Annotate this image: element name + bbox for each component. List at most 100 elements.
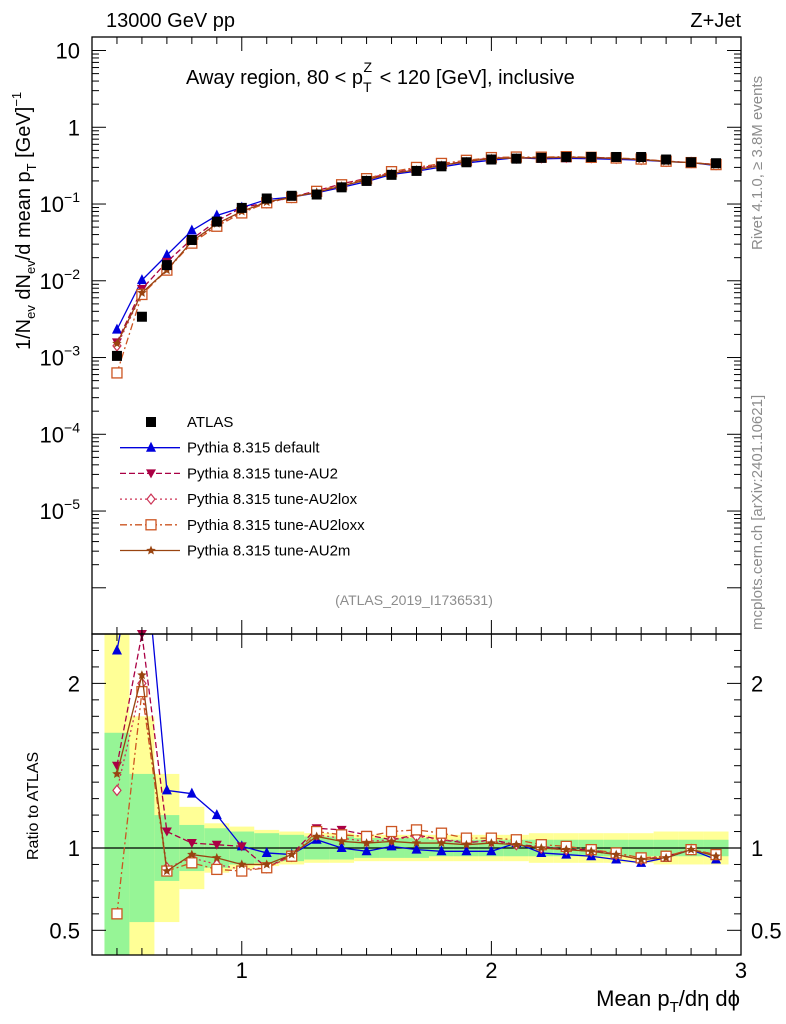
reference-point: [261, 193, 272, 204]
legend-marker: [146, 545, 156, 555]
y-tick-label: 1: [68, 115, 80, 140]
legend-label: Pythia 8.315 tune-AU2: [187, 465, 338, 482]
y-tick-label: 10: [56, 39, 80, 64]
series-ratio-point: [161, 784, 172, 795]
series-point: [111, 367, 123, 379]
series-ratio-point: [237, 859, 247, 869]
series-ratio-point: [161, 827, 172, 837]
series-ratio-point: [336, 842, 347, 852]
series-ratio-point: [186, 787, 197, 798]
main-y-axis-label: 1/Nev dNev/d mean pT [GeV]−1: [9, 92, 39, 350]
reference-point: [461, 157, 472, 168]
rivet-version-label: Rivet 4.1.0, ≥ 3.8M events: [749, 76, 766, 250]
series-ratio-point: [336, 836, 347, 846]
series-ratio-point: [536, 843, 547, 852]
legend-entry: Pythia 8.315 tune-AU2loxx: [120, 517, 365, 534]
reference-point: [611, 151, 622, 162]
series-ratio-point: [385, 825, 398, 838]
reference-point: [636, 151, 647, 162]
legend-entry: Pythia 8.315 tune-AU2m: [120, 543, 350, 560]
reference-point: [511, 153, 522, 164]
reference-point: [686, 157, 697, 168]
series-ratio-point: [410, 824, 423, 836]
ratio-y-tick-label-right: 2: [751, 671, 763, 696]
reference-point: [586, 151, 597, 162]
series-ratio-point: [561, 844, 571, 854]
series-ratio-point: [186, 839, 197, 849]
legend-entry: Pythia 8.315 default: [120, 440, 320, 457]
series-ratio-point: [436, 838, 447, 848]
x-axis-label: Mean pT/dη dϕ: [596, 986, 740, 1016]
series-point: [136, 274, 147, 285]
ratio-y-axis-label: Ratio to ATLAS: [25, 752, 42, 860]
series-ratio-point: [236, 842, 247, 852]
series-line: [116, 156, 717, 347]
series-ratio-point: [111, 908, 123, 920]
legend-label: Pythia 8.315 tune-AU2loxx: [187, 517, 365, 534]
series-ratio-point: [386, 836, 397, 846]
reference-point: [411, 165, 422, 176]
series-ratio-point: [162, 866, 172, 876]
series-ratio-point: [436, 845, 447, 856]
ratio-y-tick-label-right: 0.5: [751, 918, 782, 943]
series-ratio-point: [411, 838, 422, 848]
x-tick-label: 3: [735, 958, 747, 983]
series-ratio-point: [212, 852, 222, 862]
header-energy-label: 13000 GeV pp: [106, 10, 235, 32]
series-ratio-line: [116, 634, 717, 864]
analysis-id-label: (ATLAS_2019_I1736531): [335, 592, 493, 608]
series-ratio-point: [486, 838, 497, 848]
legend-label: Pythia 8.315 tune-AU2m: [187, 543, 350, 560]
series-5-main: [112, 152, 721, 348]
reference-point: [136, 311, 147, 322]
series-ratio-point: [461, 839, 472, 849]
y-tick-label: 10−1: [40, 189, 81, 217]
series-1-main: [111, 151, 722, 334]
series-ratio-point: [461, 845, 472, 856]
legend-label: Pythia 8.315 tune-AU2lox: [187, 491, 358, 508]
reference-point: [111, 350, 122, 361]
series-ratio-point: [262, 859, 272, 869]
legend-marker: [145, 519, 157, 531]
series-ratio-point: [286, 849, 297, 859]
series-ratio-point: [211, 809, 222, 820]
legend: ATLAS Pythia 8.315 default Pythia 8.315 tu…: [120, 414, 365, 560]
mcplots-reference-label: mcplots.cern.ch [arXiv:2401.10621]: [749, 395, 766, 630]
series-line: [116, 156, 717, 374]
legend-label: ATLAS: [187, 414, 233, 431]
reference-point: [436, 161, 447, 172]
series-point: [161, 249, 172, 260]
reference-point: [236, 202, 247, 213]
x-tick-label: 2: [485, 958, 497, 983]
reference-point: [311, 189, 322, 200]
reference-point: [486, 154, 497, 165]
series-ratio-point: [112, 768, 122, 778]
y-tick-label: 10−5: [40, 496, 81, 524]
series-ratio-line: [116, 691, 717, 914]
x-tick-label: 1: [236, 958, 248, 983]
series-ratio-point: [686, 844, 696, 854]
series-point: [112, 338, 122, 348]
reference-point: [561, 151, 572, 162]
series-ratio-point: [136, 685, 148, 698]
series-ratio-point: [435, 827, 448, 839]
main-plot-series: [111, 151, 722, 379]
series-5-ratio: [112, 670, 721, 876]
ratio-plot-series: [111, 630, 722, 920]
legend-marker: [146, 441, 156, 452]
axis-ticks: 10 1 10−1 10−2 10−3 10−4 10−5 0.5 0.5 1 1 2 2 1 2 3: [40, 37, 782, 983]
series-line: [116, 156, 717, 344]
series-ratio-point: [211, 863, 223, 876]
reference-point: [186, 234, 197, 245]
series-ratio-point: [137, 670, 147, 680]
legend-marker: [146, 493, 156, 506]
series-ratio-point: [636, 854, 646, 864]
reference-point: [161, 260, 172, 271]
legend-marker: [146, 469, 156, 479]
series-point: [111, 323, 122, 334]
series-ratio-point: [586, 846, 596, 856]
series-ratio-point: [187, 849, 197, 859]
series-ratio-point: [486, 845, 497, 856]
ratio-y-tick-label: 1: [68, 836, 80, 861]
